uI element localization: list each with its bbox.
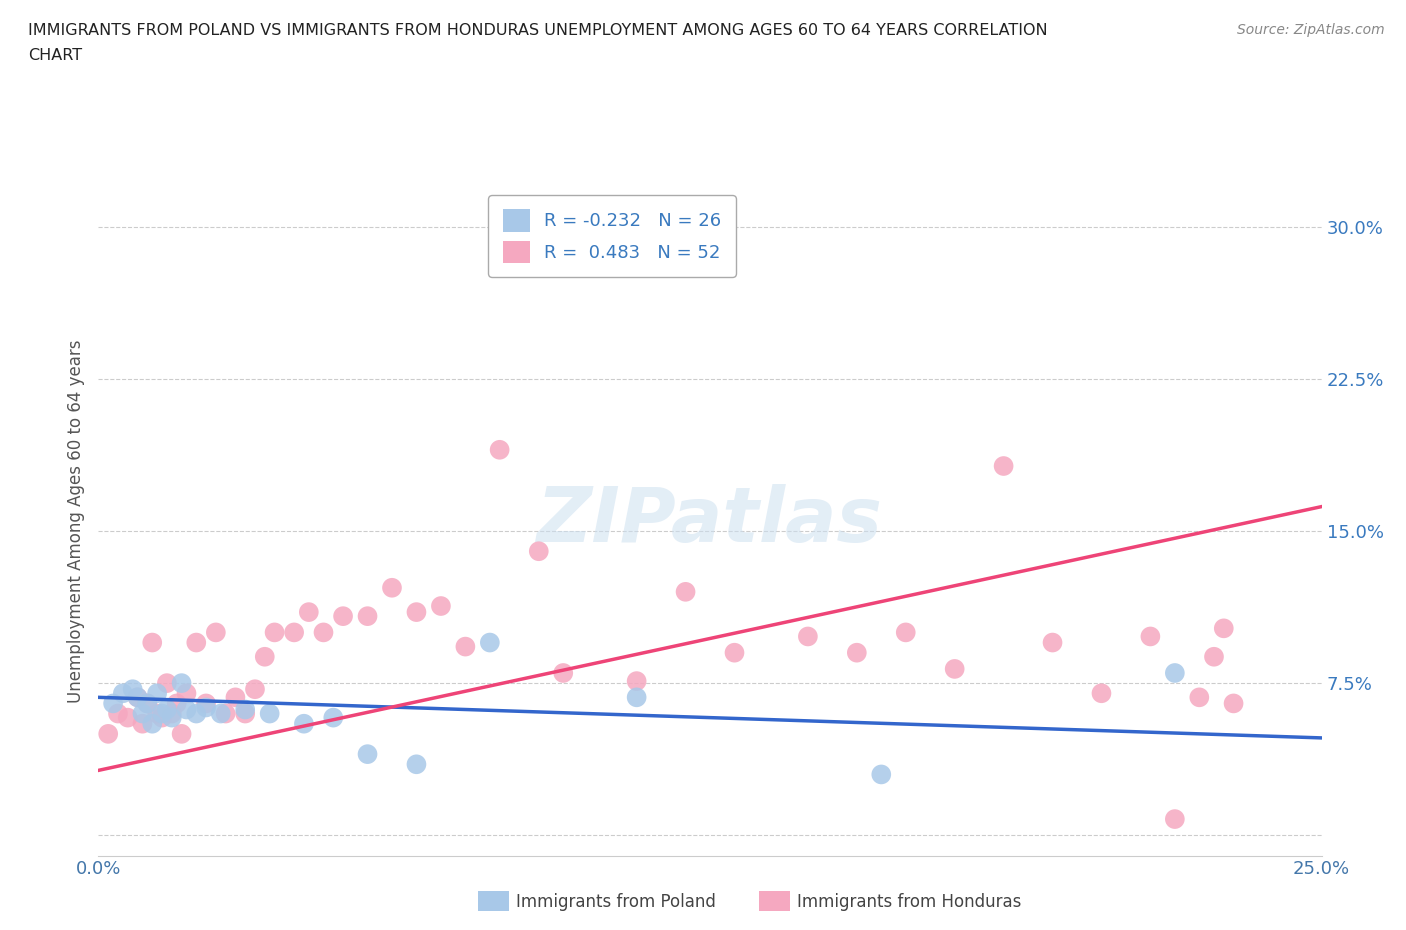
Point <box>117 711 139 725</box>
Point <box>233 702 256 717</box>
Point <box>156 702 179 717</box>
Point <box>993 458 1015 473</box>
Point <box>146 685 169 700</box>
Point <box>1222 696 1244 711</box>
Point <box>214 706 236 721</box>
Point <box>233 706 256 721</box>
Point <box>1212 621 1234 636</box>
Point <box>870 767 893 782</box>
Point <box>356 747 378 762</box>
Point <box>576 259 599 274</box>
Point <box>1042 635 1064 650</box>
Text: CHART: CHART <box>28 48 82 63</box>
Point <box>224 690 246 705</box>
Point <box>160 706 183 721</box>
Text: ZIPatlas: ZIPatlas <box>537 484 883 558</box>
Point <box>263 625 285 640</box>
Point <box>170 676 193 691</box>
Point <box>166 696 188 711</box>
Point <box>195 700 218 715</box>
Point <box>111 685 134 700</box>
Point <box>136 696 159 711</box>
Point <box>150 711 173 725</box>
Point <box>332 609 354 624</box>
Point <box>797 629 820 644</box>
Point <box>1164 812 1187 827</box>
Text: Source: ZipAtlas.com: Source: ZipAtlas.com <box>1237 23 1385 37</box>
Text: IMMIGRANTS FROM POLAND VS IMMIGRANTS FROM HONDURAS UNEMPLOYMENT AMONG AGES 60 TO: IMMIGRANTS FROM POLAND VS IMMIGRANTS FRO… <box>28 23 1047 38</box>
Point <box>283 625 305 640</box>
Text: Immigrants from Poland: Immigrants from Poland <box>516 893 716 911</box>
Point <box>322 711 344 725</box>
Point <box>127 690 149 705</box>
Point <box>356 609 378 624</box>
Text: Immigrants from Honduras: Immigrants from Honduras <box>797 893 1022 911</box>
Legend: R = -0.232   N = 26, R =  0.483   N = 52: R = -0.232 N = 26, R = 0.483 N = 52 <box>488 195 735 277</box>
Point <box>101 696 124 711</box>
Point <box>186 706 208 721</box>
Point <box>195 696 218 711</box>
Point <box>430 599 453 614</box>
Point <box>156 676 179 691</box>
Point <box>1202 649 1225 664</box>
Point <box>1090 685 1112 700</box>
Point <box>405 604 427 619</box>
Point <box>146 706 169 721</box>
Point <box>160 711 183 725</box>
Point <box>136 696 159 711</box>
Point <box>131 716 153 731</box>
Point <box>170 726 193 741</box>
Y-axis label: Unemployment Among Ages 60 to 64 years: Unemployment Among Ages 60 to 64 years <box>66 339 84 702</box>
Point <box>131 706 153 721</box>
Point <box>454 639 477 654</box>
Point <box>553 666 575 681</box>
Point <box>127 690 149 705</box>
Point <box>1139 629 1161 644</box>
Point <box>405 757 427 772</box>
Point <box>1164 666 1187 681</box>
Point <box>141 635 163 650</box>
Point <box>527 544 550 559</box>
Point <box>107 706 129 721</box>
Point <box>176 685 198 700</box>
Point <box>205 625 228 640</box>
Point <box>488 443 510 458</box>
Point <box>150 706 173 721</box>
Point <box>675 584 697 599</box>
Point <box>626 690 648 705</box>
Point <box>209 706 232 721</box>
Point <box>97 726 120 741</box>
Point <box>298 604 321 619</box>
Point <box>259 706 281 721</box>
Point <box>121 682 143 697</box>
Point <box>894 625 917 640</box>
Point <box>381 580 404 595</box>
Point <box>186 635 208 650</box>
Point <box>312 625 335 640</box>
Point <box>176 702 198 717</box>
Point <box>943 661 966 676</box>
Point <box>253 649 276 664</box>
Point <box>626 673 648 688</box>
Point <box>1188 690 1211 705</box>
Point <box>845 645 868 660</box>
Point <box>292 716 315 731</box>
Point <box>478 635 501 650</box>
Point <box>723 645 745 660</box>
Point <box>243 682 266 697</box>
Point <box>141 716 163 731</box>
